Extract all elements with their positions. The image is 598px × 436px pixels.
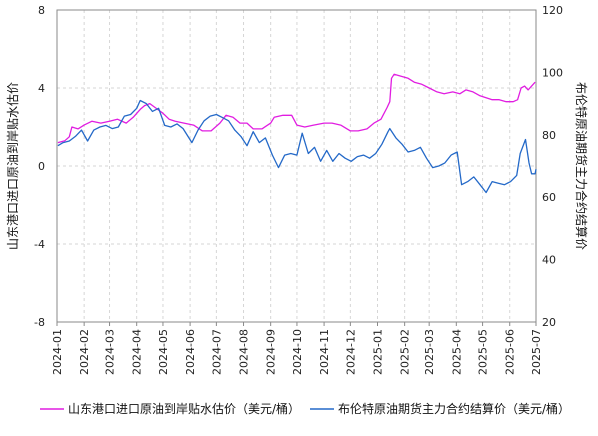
grid xyxy=(56,9,537,323)
right-tick-label: 100 xyxy=(542,66,563,79)
x-tick-label: 2025-01 xyxy=(372,329,385,375)
left-tick-label: -4 xyxy=(34,238,45,251)
x-tick-label: 2025-04 xyxy=(450,329,463,375)
x-tick-label: 2025-05 xyxy=(477,329,490,375)
left-tick-label: 8 xyxy=(38,4,45,17)
x-tick-label: 2024-01 xyxy=(51,329,64,375)
x-tick-label: 2025-07 xyxy=(530,329,543,375)
x-tick-label: 2024-03 xyxy=(104,329,117,375)
x-tick-label: 2024-11 xyxy=(318,329,331,375)
x-axis-ticks: 2024-01 2024-02 2024-03 2024-04 2024-05 2024-… xyxy=(51,322,543,375)
right-axis-ticks: 120 100 80 60 40 20 xyxy=(542,4,563,329)
x-tick-label: 2025-06 xyxy=(504,329,517,375)
x-tick-label: 2024-07 xyxy=(210,329,223,375)
legend: 山东港口进口原油到岸贴水估价（美元/桶） 布伦特原油期货主力合约结算价（美元/桶… xyxy=(40,401,570,416)
x-tick-label: 2025-03 xyxy=(423,329,436,375)
legend-label-shandong: 山东港口进口原油到岸贴水估价（美元/桶） xyxy=(68,401,300,416)
right-tick-label: 20 xyxy=(542,316,556,329)
right-axis-title: 布伦特原油期货主力合约结算价 xyxy=(574,82,589,250)
left-axis-title: 山东港口进口原油到岸贴水估价 xyxy=(6,82,20,250)
right-tick-label: 80 xyxy=(542,129,556,142)
x-tick-label: 2024-06 xyxy=(184,329,197,375)
left-tick-label: 4 xyxy=(38,82,45,95)
right-tick-label: 40 xyxy=(542,254,556,267)
x-tick-label: 2024-04 xyxy=(131,329,144,375)
x-tick-label: 2024-12 xyxy=(344,329,357,375)
x-tick-label: 2024-10 xyxy=(291,329,304,375)
right-tick-label: 60 xyxy=(542,191,556,204)
series-layer xyxy=(57,73,537,194)
legend-label-brent: 布伦特原油期货主力合约结算价（美元/桶） xyxy=(338,401,570,416)
right-tick-label: 120 xyxy=(542,4,563,17)
left-axis-ticks: 8 4 0 -4 -8 xyxy=(34,4,45,329)
left-tick-label: 0 xyxy=(38,160,45,173)
x-tick-label: 2024-05 xyxy=(157,329,170,375)
x-tick-label: 2025-02 xyxy=(399,329,412,375)
x-tick-label: 2024-08 xyxy=(238,329,251,375)
left-tick-label: -8 xyxy=(34,316,45,329)
series-line-1 xyxy=(57,99,537,194)
x-tick-label: 2024-09 xyxy=(265,329,278,375)
x-tick-label: 2024-02 xyxy=(78,329,91,375)
series-line-0 xyxy=(57,73,536,144)
